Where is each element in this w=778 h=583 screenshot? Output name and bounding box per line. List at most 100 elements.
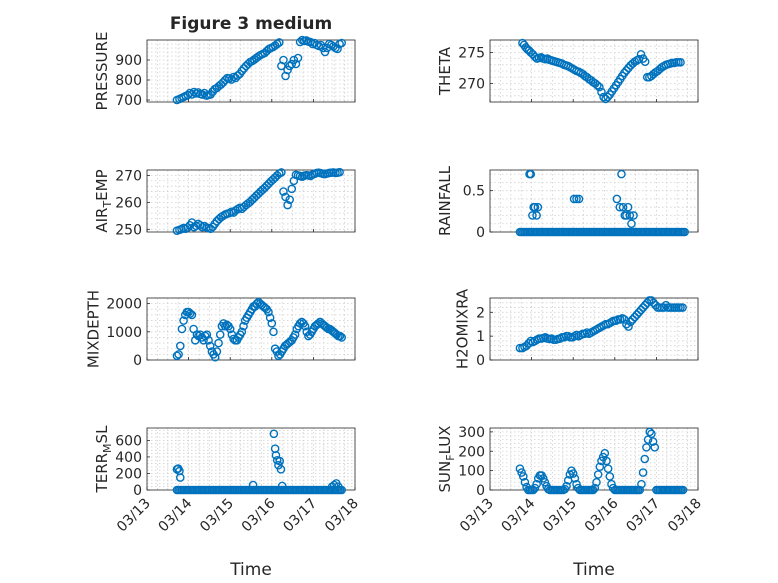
data-point [200, 88, 209, 98]
data-point [602, 456, 611, 466]
data-point [172, 351, 182, 361]
figure-title: Figure 3 medium [170, 14, 332, 34]
data-point [650, 443, 660, 452]
data-point [271, 450, 281, 460]
data-point [220, 75, 230, 85]
data-point [279, 55, 288, 65]
x-tick-label: 03/16 [239, 495, 279, 535]
y-tick-label: 200 [458, 444, 485, 460]
data-point [592, 477, 601, 487]
data-point [572, 194, 581, 204]
data-point [590, 483, 600, 493]
subplot-sun-flux: 0 100 200 300 03/13 03/14 03/15 03/16 03/17 03/18… [436, 425, 705, 535]
data-point [626, 317, 635, 327]
x-axis-label-right: Time [572, 560, 615, 580]
data-point [603, 92, 613, 102]
data-point [648, 437, 658, 446]
data-point [628, 315, 637, 324]
data-point [593, 470, 603, 479]
data-point [237, 66, 247, 76]
x-tick-label: 03/14 [499, 495, 539, 535]
axes-box [489, 39, 699, 103]
data-point [678, 303, 687, 312]
data-point [562, 481, 571, 491]
data-point [618, 202, 628, 212]
y-tick-label: 1000 [106, 325, 142, 341]
y-tick-label: 0.5 [463, 184, 485, 200]
data-point [204, 335, 213, 345]
data-point [258, 185, 267, 194]
data-point [642, 298, 652, 308]
y-tick-label: 0 [476, 353, 485, 369]
y-tick-label: 400 [115, 450, 142, 466]
data-point [636, 49, 646, 59]
data-point [680, 227, 689, 237]
data-point [622, 66, 631, 75]
data-point [264, 307, 273, 317]
data-point [597, 456, 606, 466]
y-tick-label: 275 [458, 45, 485, 61]
y-tick-label: 270 [458, 76, 485, 92]
data-point [191, 221, 201, 231]
y-tick-label: 0 [476, 483, 485, 499]
data-point [634, 308, 644, 317]
y-tick-label: 0 [133, 353, 142, 369]
data-point [267, 319, 277, 328]
data-point [329, 480, 339, 490]
data-point [597, 87, 606, 97]
data-point [248, 480, 258, 490]
data-point [642, 443, 651, 452]
data-point [337, 333, 346, 342]
data-point [239, 321, 248, 331]
data-point [293, 53, 303, 63]
data-point [676, 58, 685, 67]
data-point [175, 473, 185, 482]
data-point [337, 38, 346, 48]
data-point [540, 477, 550, 487]
data-point [275, 456, 285, 466]
data-point [593, 80, 602, 90]
y-axis-label: RAINFALL [436, 165, 454, 236]
data-point [175, 341, 185, 351]
data-point [530, 483, 540, 493]
y-tick-label: 300 [458, 425, 485, 441]
data-point [212, 347, 222, 356]
data-point [202, 330, 212, 339]
data-point [530, 202, 540, 212]
data-point [335, 167, 344, 177]
data-point [269, 429, 279, 439]
data-point [538, 474, 548, 483]
data-point [647, 429, 656, 439]
data-point [636, 305, 646, 315]
data-point [279, 187, 288, 196]
data-point [334, 482, 343, 491]
data-point [532, 479, 541, 489]
data-point [225, 324, 235, 334]
data-point [522, 341, 531, 350]
x-tick-label: 03/13 [114, 496, 154, 536]
data-point [515, 464, 525, 473]
data-point [595, 462, 605, 472]
data-point [210, 352, 220, 362]
y-axis-label: MIXDEPTH [85, 290, 103, 368]
data-point [640, 454, 650, 464]
x-tick-label: 03/14 [156, 495, 196, 535]
x-tick-label: 03/18 [665, 496, 705, 536]
data-point [635, 485, 645, 495]
data-point [526, 169, 536, 179]
data-point [287, 184, 297, 194]
data-point [605, 472, 615, 481]
data-point [174, 350, 183, 359]
data-point [638, 303, 648, 312]
data-point [272, 39, 282, 49]
y-axis-label: THETA [436, 46, 454, 96]
data-point [193, 88, 203, 97]
data-point [300, 321, 310, 331]
data-point [638, 468, 648, 477]
data-point [645, 427, 655, 437]
y-tick-label: 0 [476, 225, 485, 241]
data-point [630, 312, 640, 322]
data-point [617, 169, 626, 179]
